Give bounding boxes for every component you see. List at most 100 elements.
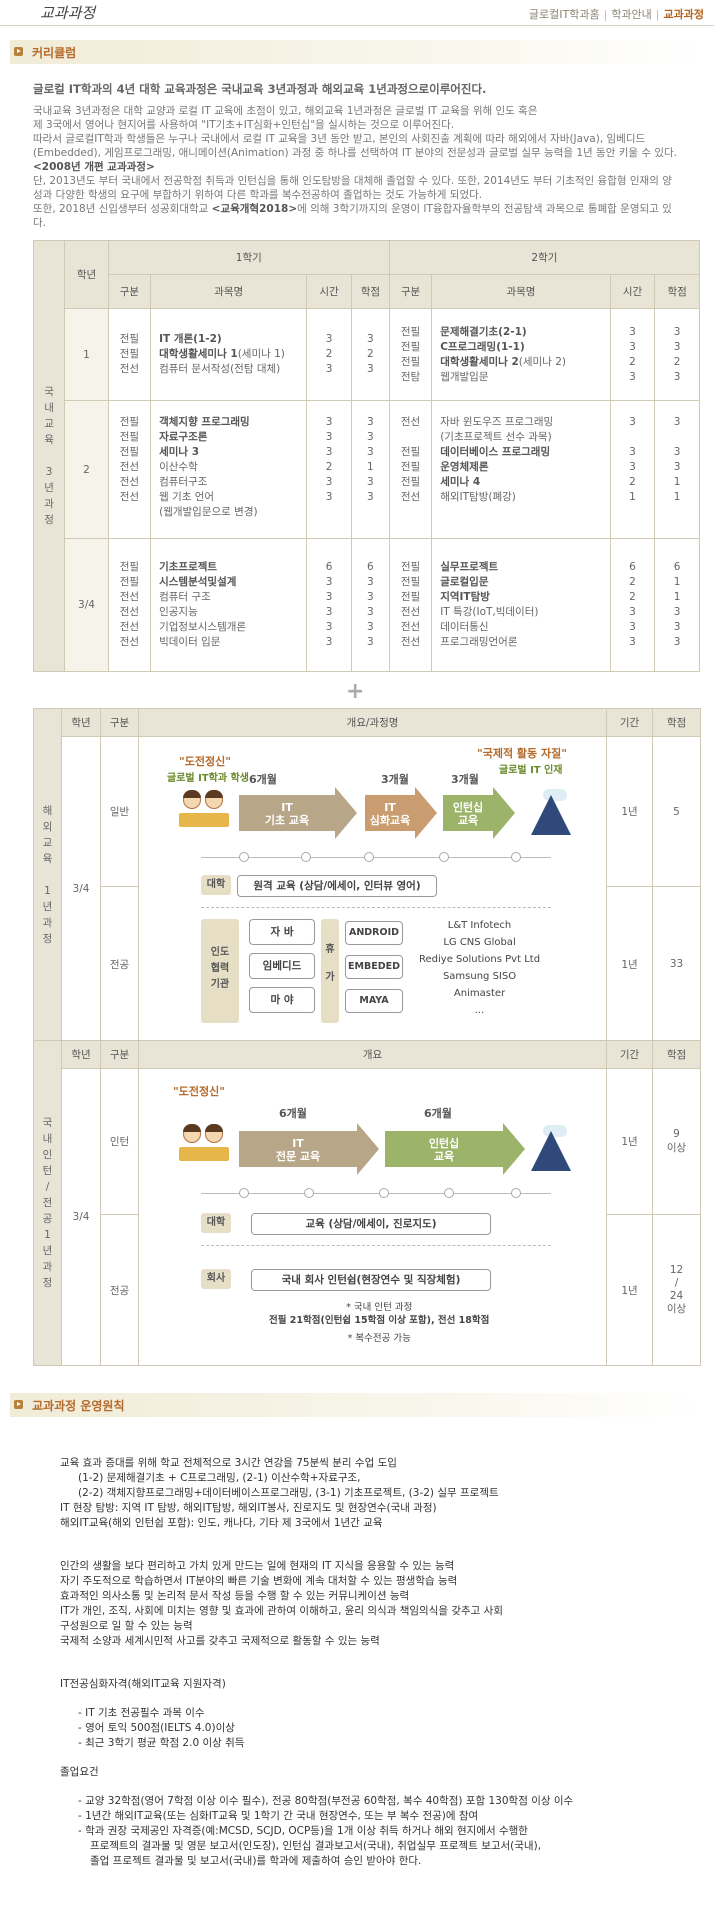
header-credit: 학점: [654, 274, 700, 309]
intro-line: 단, 2013년도 부터 국내에서 전공학점 취득과 인턴십을 통해 인도탐방을…: [33, 175, 672, 187]
duration-label: 6개월: [249, 773, 277, 786]
rule-line: - IT 기초 전공필수 과목 이수: [78, 1707, 205, 1719]
div-cell: 전필 전필 전필 전탐: [388, 308, 433, 401]
course-name: 데이터통신: [440, 621, 489, 633]
education-box: 교육 (상담/에세이, 진로지도): [251, 1213, 491, 1235]
intro-heading: 글로컬 IT학과의 4년 대학 교육과정은 국내교육 3년과정과 해외교육 1년…: [33, 82, 487, 96]
rule-line: IT가 개인, 조직, 사회에 미치는 영향 및 효과에 관하여 이해하고, 윤…: [60, 1605, 503, 1617]
div-cell: 전공: [100, 886, 139, 1042]
header-credit: 학점: [350, 274, 390, 309]
partner-list: L&T Infotech LG CNS Global Rediye Soluti…: [419, 917, 540, 1019]
header-sem2: 2학기: [388, 240, 701, 275]
rule-line: 인간의 생활을 보다 편리하고 가치 있게 만드는 일에 현재의 IT 지식을 …: [60, 1560, 455, 1572]
course-name: 지역IT탐방: [440, 591, 490, 603]
course-name: 대학생활세미나 2: [440, 355, 519, 368]
timeline: [201, 1193, 551, 1194]
credit-cell: 3 3 3 1 3 3: [350, 400, 390, 539]
course-name: 실무프로젝트: [440, 561, 499, 573]
rule-line: 교육 효과 증대를 위해 학교 전체적으로 3시간 연강을 75분씩 분리 수업…: [60, 1457, 397, 1469]
arrow-label: IT 기초 교육: [264, 801, 310, 827]
intro-line: 제 3국에서 영어나 현지어를 사용하여 "IT기초+IT심화+인턴십"을 실시…: [33, 119, 455, 131]
partner-item: LG CNS Global: [443, 937, 516, 948]
period-cell: 1년: [606, 1067, 653, 1216]
timeline-dot: [511, 1188, 521, 1198]
intern-diagram: "도전정신" 6개월 6개월 IT 전문 교육 인턴십 교육 대학 교육 (상담…: [139, 1069, 606, 1365]
credit-cell: 6 1 1 3 3 3: [654, 538, 700, 672]
breadcrumb-home[interactable]: 글로컬IT학과홈: [528, 8, 600, 21]
intro-line: 다.: [33, 217, 46, 229]
timeline-dot: [444, 1188, 454, 1198]
header-sem1: 1학기: [107, 240, 390, 275]
credit-cell: 12 / 24 이상: [652, 1214, 701, 1366]
breadcrumb-current[interactable]: 교과과정: [663, 8, 704, 21]
timeline-dot: [301, 852, 311, 862]
time-cell: 3 2 3: [306, 308, 352, 401]
year-cell: 2: [64, 400, 109, 539]
duration-label: 6개월: [424, 1107, 452, 1120]
header-div: 구분: [100, 1040, 139, 1069]
breadcrumb-about[interactable]: 학과안내: [611, 8, 652, 21]
credit-cell: 3 2 3: [350, 308, 390, 401]
course-name: 컴퓨터구조: [159, 476, 208, 488]
rule-line: - 최근 3학기 평균 학점 2.0 이상 취득: [78, 1737, 245, 1749]
it-advanced-arrow: IT 심화교육: [365, 787, 437, 839]
header-time: 시간: [609, 274, 656, 309]
arrow-label: 인턴십 교육: [428, 1137, 460, 1163]
course-name: 기초프로젝트: [159, 561, 218, 573]
course-name: 인공지능: [159, 606, 198, 618]
timeline: [201, 857, 551, 858]
intro-line: (Embedded), 게임프로그래밍, 애니메이션(Animation) 과정…: [33, 147, 678, 159]
domestic-intern-table: 국 내 인 턴 / 전 공 1 년 과 정 학년 구분 개요 기간 학점 3/4…: [33, 1040, 701, 1366]
challenge-label: "도전정신": [173, 1085, 225, 1098]
students-icon: [179, 789, 229, 833]
table-row: 2 전필 전필 전필 전선 전선 전선 객체지향 프로그래밍 자료구조론 세미나 3…: [34, 400, 700, 539]
it-basic-arrow: IT 기초 교육: [239, 787, 357, 839]
rule-line: 자기 주도적으로 학습하면서 IT분야의 빠른 기술 변화에 계속 대처할 수 …: [60, 1575, 458, 1587]
div-cell: 전공: [100, 1214, 139, 1366]
section-title: 교과과정 운영원칙: [32, 1399, 125, 1413]
domestic-side-label: 국 내 교 육 3 년 과 정: [32, 240, 66, 672]
rule-line: 프로젝트의 결과물 및 영문 보고서(인도장), 인턴십 결과보고서(국내), …: [90, 1840, 542, 1852]
header-overview: 개요/과정명: [138, 708, 607, 737]
course-name: 웹개발입문: [440, 370, 489, 383]
intro-text: 글로컬 IT학과의 4년 대학 교육과정은 국내교육 3년과정과 해외교육 1년…: [33, 82, 705, 230]
header-year: 학년: [61, 708, 101, 737]
header-div: 구분: [388, 274, 433, 309]
partner-item: Rediye Solutions Pvt Ltd: [419, 954, 541, 965]
table-row: 1 전필 전필 전선 IT 개론(1-2) 대학생활세미나 1(세미나 1) 컴퓨터…: [34, 308, 700, 401]
company-intern-box: 국내 회사 인턴쉽(현장연수 및 직장체험): [251, 1269, 491, 1291]
div-cell: 전필 전필 전선: [107, 308, 152, 401]
vacation-label: 휴 가: [321, 919, 339, 1023]
course-java-box: 자 바: [249, 919, 315, 945]
time-cell: 3 3 3 2 1: [609, 400, 656, 539]
div-cell: 전필 전필 전필 전선 전선 전선: [107, 400, 152, 539]
period-cell: 1년: [606, 886, 653, 1042]
course-name: 세미나 3: [159, 446, 200, 458]
student-label: 글로벌 IT학과 학생: [167, 773, 249, 784]
rule-line: - 학과 권장 국제공인 자격증(예:MCSD, SCJD, OCP등)을 1개…: [78, 1825, 528, 1837]
div-cell: 전필 전필 전선 전선 전선 전선: [107, 538, 152, 672]
timeline-dot: [239, 852, 249, 862]
header-credit: 학점: [652, 1040, 701, 1069]
plus-icon: +: [346, 679, 365, 704]
challenge-label: "도전정신": [179, 755, 231, 768]
intro-line: 따라서 글로컬IT학과 학생들은 누구나 국내에서 로컬 IT 교육을 3년 동…: [33, 133, 646, 145]
course-name: 데이터베이스 프로그래밍: [440, 446, 551, 458]
course-name: C프로그래밍(1-1): [440, 340, 525, 353]
breadcrumb: 글로컬IT학과홈 | 학과안내 | 교과과정: [528, 8, 704, 21]
header-name: 과목명: [150, 274, 308, 309]
timeline-dot: [304, 1188, 314, 1198]
note-line: 전필 21학점(인턴쉽 15학점 이상 포함), 전선 18학점: [269, 1315, 490, 1326]
course-name: 기업정보시스템개론: [159, 621, 247, 633]
timeline-dot: [379, 1188, 389, 1198]
embeded-box: EMBEDED: [345, 955, 403, 979]
year-cell: 3/4: [61, 736, 101, 1042]
course-note: (세미나 2): [518, 355, 566, 368]
course-name: 세미나 4: [440, 476, 481, 488]
partner-item: L&T Infotech: [447, 920, 512, 931]
header-div: 구분: [100, 708, 139, 737]
course-note: (세미나 1): [237, 348, 285, 360]
top-bar: 교과과정 글로컬IT학과홈 | 학과안내 | 교과과정: [0, 0, 714, 26]
android-box: ANDROID: [345, 921, 403, 945]
header-overview: 개요: [138, 1040, 607, 1069]
